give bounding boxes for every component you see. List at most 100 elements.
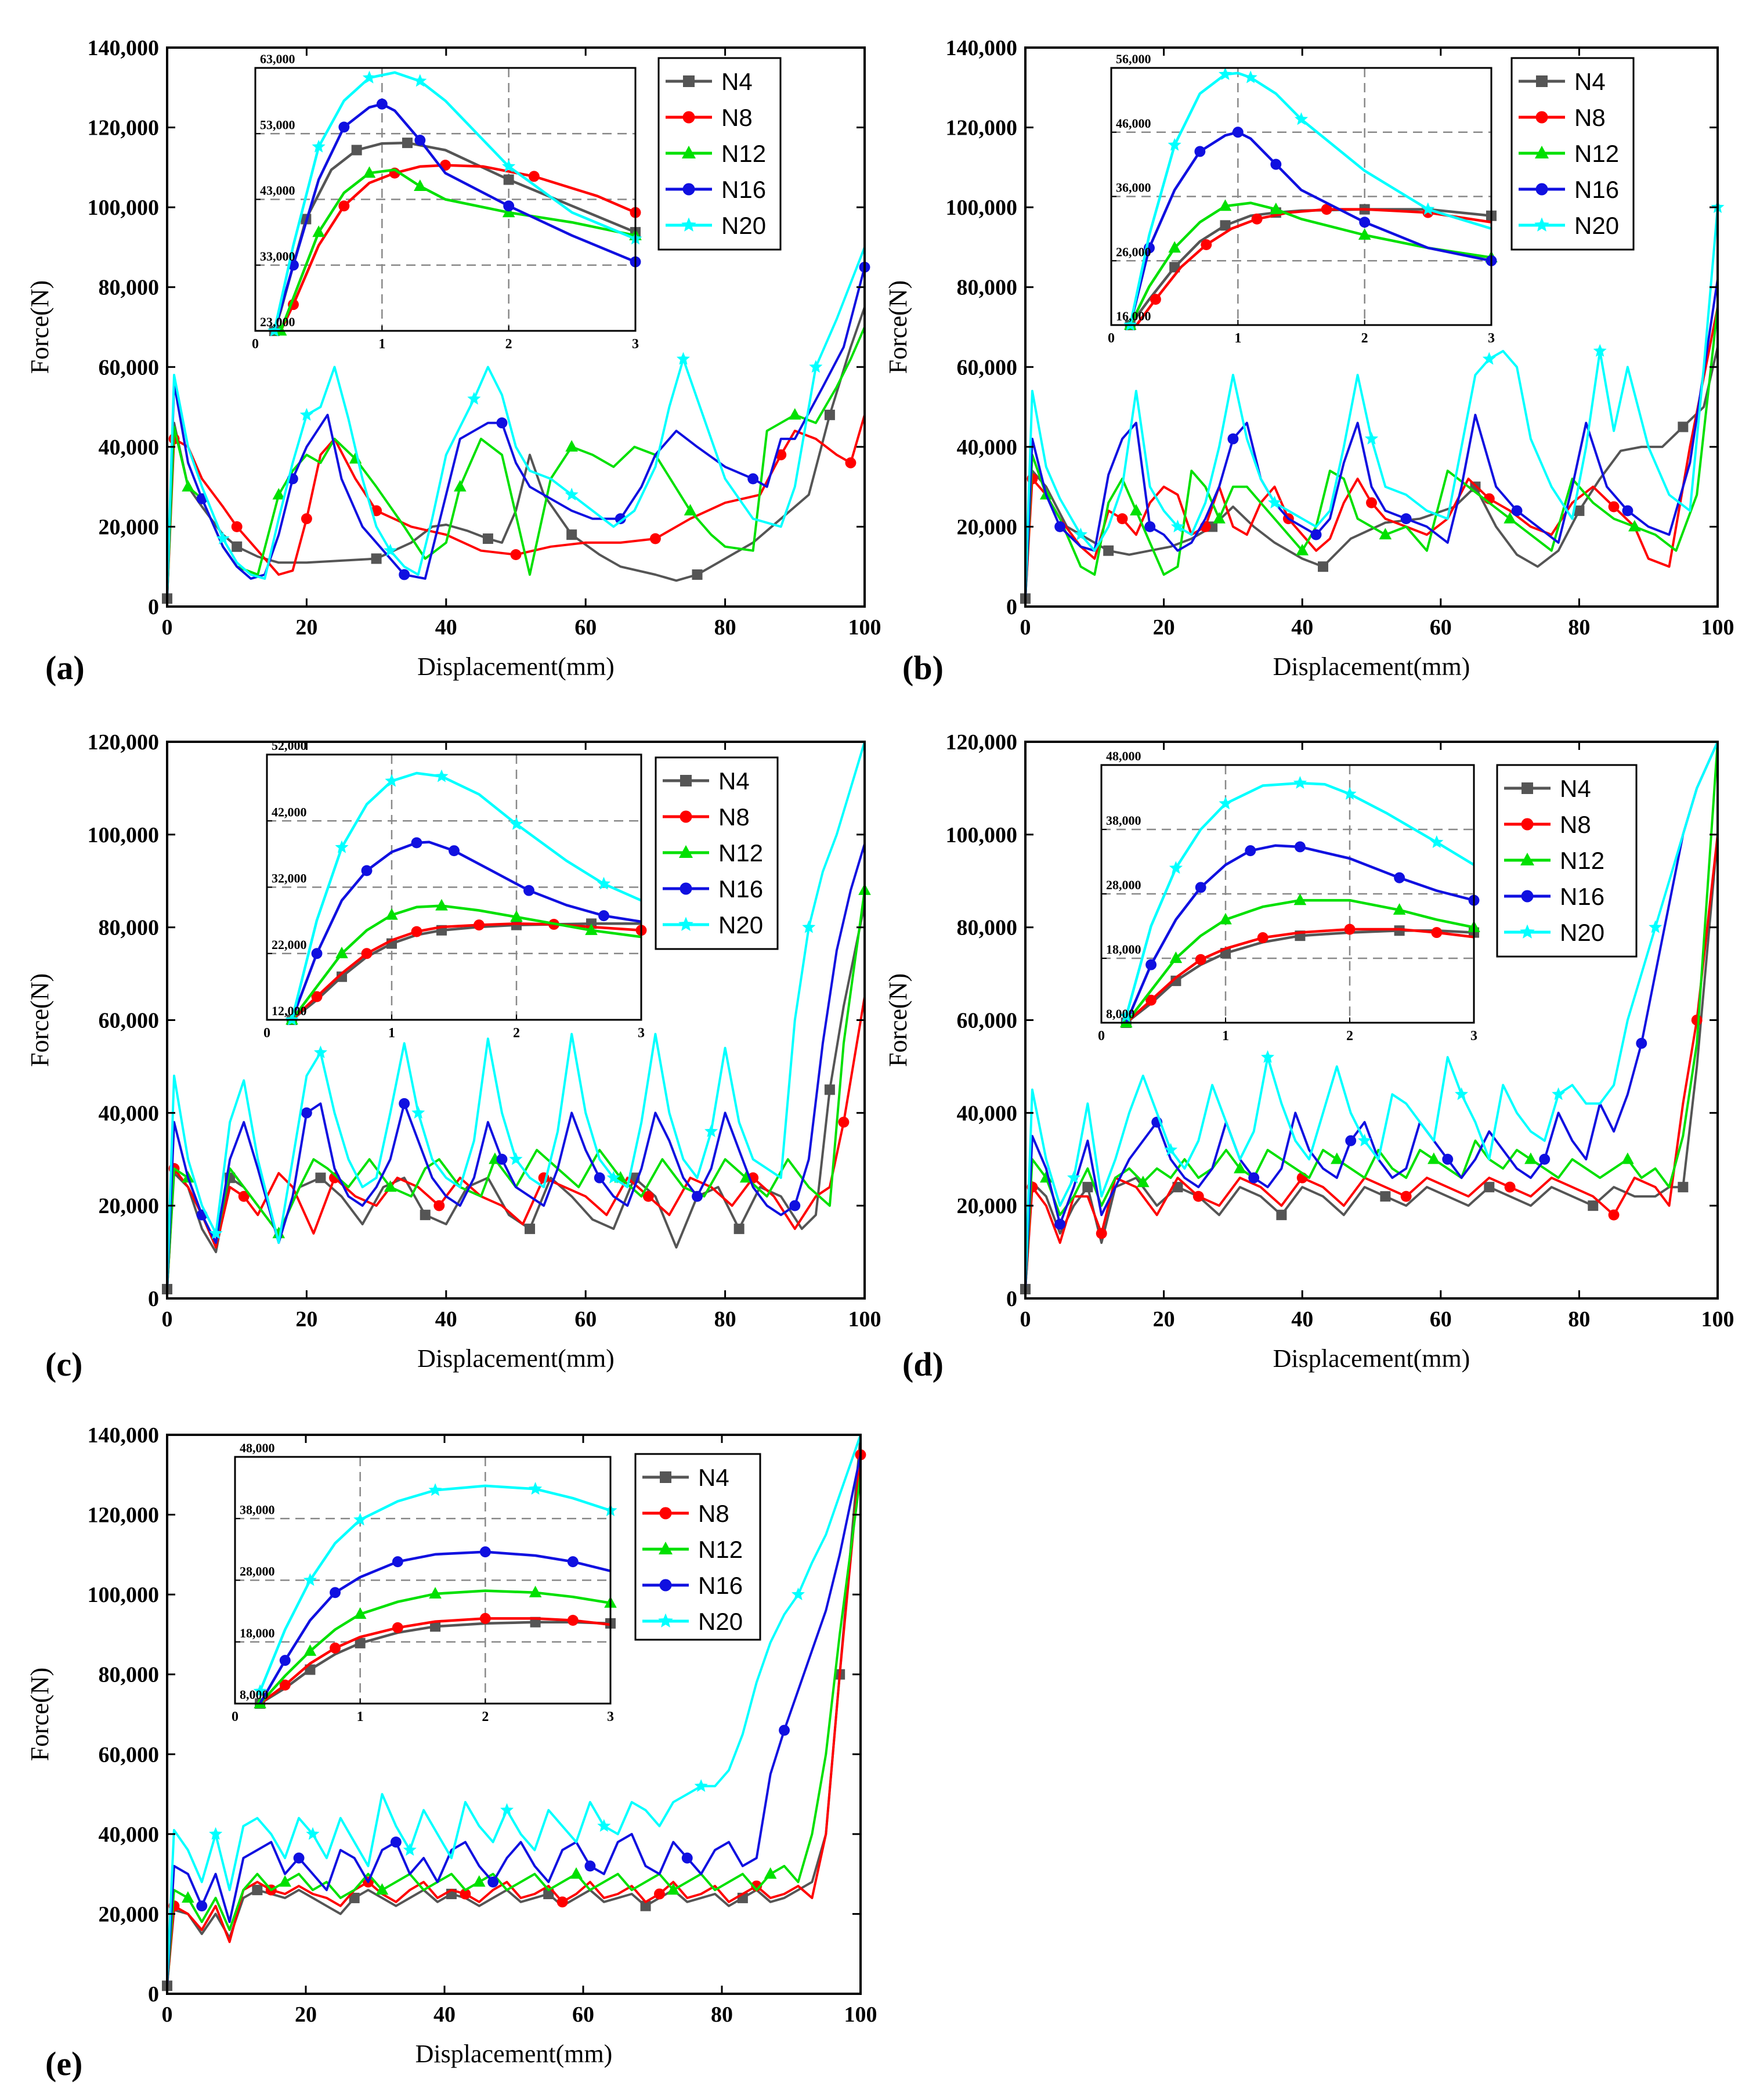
plot-frame <box>166 46 866 608</box>
inset-y-tick-label: 26,000 <box>1116 244 1151 259</box>
inset-marker-n4 <box>355 1637 366 1648</box>
main-marker-n4 <box>1103 545 1114 556</box>
inset-line-n20 <box>273 71 635 331</box>
panel-a: 0 20 40 60 80 100020,00040,00060,00080,000100… <box>26 36 881 687</box>
y-tick-label: 120,000 <box>88 730 160 755</box>
main-marker-n8 <box>1400 1190 1412 1202</box>
legend-label-n8: N8 <box>698 1500 729 1527</box>
main-marker-n20 <box>1261 1050 1275 1063</box>
inset-line-n16 <box>290 840 641 1020</box>
main-marker-n20 <box>791 1587 805 1600</box>
inset-marker-n12 <box>429 1587 442 1599</box>
inset-marker-n20 <box>1294 112 1309 125</box>
inset-line-n12 <box>259 1589 610 1704</box>
x-tick-label: 20 <box>1153 615 1175 640</box>
inset-line-n16 <box>1125 844 1474 1023</box>
main-marker-n8 <box>460 1888 471 1900</box>
inset-marker-n8 <box>330 1642 341 1654</box>
inset-marker-n12 <box>303 1644 317 1656</box>
main-marker-n20 <box>500 1803 514 1816</box>
inset-x-tick-label: 2 <box>513 1026 520 1041</box>
main-marker-n4 <box>1380 1191 1391 1202</box>
panel-c: 0 20 40 60 80 100020,00040,00060,00080,000100… <box>26 730 881 1383</box>
legend-label-n20: N20 <box>718 911 763 939</box>
legend-marker-n4 <box>660 1471 671 1483</box>
y-tick-label: 140,000 <box>88 1423 160 1448</box>
legend-marker-n16 <box>682 183 695 196</box>
main-marker-n12 <box>1331 1152 1343 1164</box>
y-tick-label: 20,000 <box>957 1194 1018 1218</box>
legend-marker-n12 <box>679 845 693 858</box>
main-marker-n4 <box>1317 561 1328 572</box>
main-marker-n4 <box>1574 505 1585 516</box>
inset-marker-n20 <box>1219 796 1233 810</box>
inset-marker-n16 <box>567 1556 579 1568</box>
legend-label-n8: N8 <box>1574 104 1606 131</box>
panel-label: (b) <box>902 649 944 687</box>
inset-y-tick-label: 23,000 <box>260 315 295 329</box>
x-tick-label: 20 <box>295 615 317 640</box>
y-tick-label: 120,000 <box>88 116 160 140</box>
main-marker-n20 <box>411 1106 425 1119</box>
main-marker-n16 <box>496 417 508 429</box>
inset-marker-n12 <box>1293 893 1307 905</box>
inset-x-tick-label: 1 <box>1234 331 1241 346</box>
main-marker-n16 <box>293 1852 305 1864</box>
legend-label-n16: N16 <box>721 176 766 203</box>
inset-marker-n16 <box>279 1655 291 1666</box>
main-marker-n4 <box>1678 421 1689 432</box>
y-tick-label: 100,000 <box>88 1583 160 1607</box>
inset-marker-n16 <box>411 837 422 849</box>
main-marker-n4 <box>420 1210 431 1221</box>
y-tick-label: 100,000 <box>946 196 1018 220</box>
inset-marker-n16 <box>376 98 388 110</box>
inset-marker-n20 <box>529 1482 543 1495</box>
main-marker-n20 <box>299 407 313 421</box>
panel-label: (a) <box>45 649 85 687</box>
y-axis-label: Force(N) <box>884 280 912 374</box>
legend-label-n4: N4 <box>698 1464 729 1491</box>
inset-marker-n20 <box>435 769 449 782</box>
main-marker-n4 <box>824 409 835 420</box>
inset-marker-n8 <box>1150 294 1161 305</box>
y-tick-label: 80,000 <box>99 916 160 940</box>
main-marker-n16 <box>1054 521 1066 532</box>
legend-marker-n4 <box>1522 782 1533 794</box>
y-tick-label: 0 <box>148 1287 159 1311</box>
inset-y-tick-label: 46,000 <box>1116 116 1151 131</box>
x-tick-label: 100 <box>844 2002 877 2027</box>
inset-chart: 0 1 2 3 16,000 26,000 36,000 46,000 56,000 <box>1108 52 1498 346</box>
inset-y-tick-label: 38,000 <box>1106 813 1141 828</box>
inset-marker-n8 <box>528 171 540 182</box>
legend: N4 N8 N12 N16 N20 <box>634 1453 761 1641</box>
main-line-n16 <box>167 1454 861 1986</box>
main-marker-n4 <box>315 1172 326 1183</box>
main-marker-n16 <box>1622 505 1633 517</box>
inset-marker-n4 <box>351 145 362 156</box>
inset-marker-n20 <box>1218 67 1233 80</box>
x-tick-label: 80 <box>714 1307 736 1332</box>
inset-x-tick-label: 0 <box>1108 331 1115 346</box>
main-marker-n8 <box>1691 1015 1703 1026</box>
x-axis-label: Displacement(mm) <box>1273 652 1470 681</box>
main-marker-n8 <box>845 457 856 468</box>
y-axis-label: Force(N) <box>884 973 912 1067</box>
inset-line-n20 <box>1125 781 1474 1017</box>
inset-y-tick-label: 28,000 <box>240 1564 275 1579</box>
main-marker-n16 <box>779 1724 790 1736</box>
main-marker-n20 <box>384 543 397 557</box>
main-marker-n4 <box>252 1885 263 1896</box>
legend-marker-n8 <box>680 810 692 823</box>
main-line-n12 <box>167 326 865 599</box>
legend-marker-n16 <box>1535 183 1548 196</box>
legend-label-n16: N16 <box>718 875 763 903</box>
main-marker-n12 <box>667 1883 680 1895</box>
y-tick-label: 100,000 <box>946 823 1018 847</box>
main-marker-n8 <box>301 513 312 525</box>
main-marker-n4 <box>566 529 577 540</box>
legend-label-n8: N8 <box>1560 811 1591 838</box>
main-marker-n16 <box>1539 1153 1551 1165</box>
inset-marker-n16 <box>449 845 460 857</box>
inset-x-tick-label: 1 <box>378 337 385 352</box>
main-marker-n16 <box>1511 505 1523 517</box>
